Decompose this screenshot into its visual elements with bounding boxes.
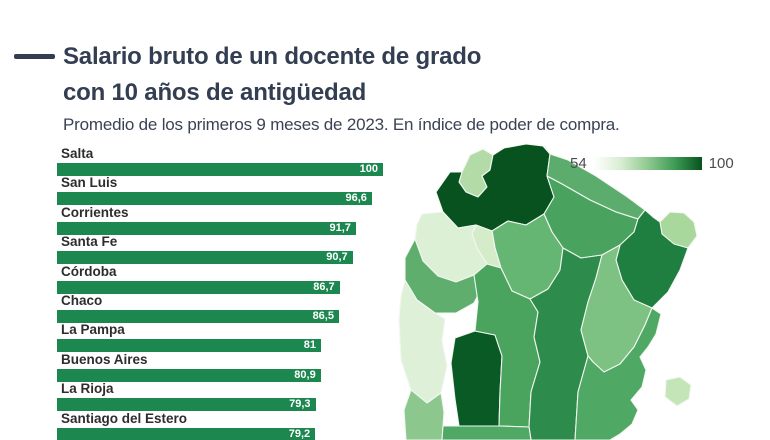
- bar-label: San Luis: [61, 175, 118, 191]
- bar-value: 79,2: [288, 427, 311, 440]
- province-buenos-aires: [574, 307, 662, 440]
- bar-row: Buenos Aires 80,9: [57, 351, 389, 382]
- bar-value: 96,6: [345, 192, 367, 205]
- bar-row: La Pampa 81: [57, 322, 389, 353]
- bar-value: 100: [359, 163, 378, 175]
- bar: 90,7: [57, 251, 353, 265]
- bar-label: Chaco: [61, 292, 103, 308]
- province-salta: [435, 143, 555, 232]
- page-title-line2: con 10 años de antigüedad: [63, 79, 367, 106]
- bar-label: La Rioja: [61, 381, 114, 397]
- bar-row: Santiago del Estero 79,2: [57, 410, 389, 440]
- bar-value: 90,7: [326, 251, 348, 264]
- bar-row: Córdoba 86,7: [57, 263, 389, 294]
- bar-row: Salta 100: [57, 147, 389, 176]
- page-subtitle: Promedio de los primeros 9 meses de 2023…: [63, 115, 620, 134]
- bar-label: Santiago del Estero: [61, 410, 188, 426]
- bar-label: Buenos Aires: [61, 351, 148, 367]
- title-dash-icon: [14, 54, 55, 59]
- bar-value: 91,7: [329, 221, 351, 234]
- bar-value: 79,3: [289, 398, 311, 411]
- bar: 81: [57, 339, 322, 353]
- bar-value: 81: [303, 339, 317, 352]
- bar-row: Corrientes 91,7: [57, 204, 389, 235]
- legend-gradient-bar: [593, 156, 702, 170]
- bar-label: Salta: [61, 146, 94, 161]
- bar: 80,9: [57, 368, 321, 382]
- bar-value: 86,5: [312, 309, 334, 322]
- bar: 96,6: [57, 192, 372, 206]
- legend-min-label: 54: [570, 154, 587, 172]
- map-color-legend: 54 100: [570, 153, 734, 173]
- bar: 100: [57, 163, 383, 176]
- bar-label: Córdoba: [61, 263, 117, 279]
- bar-row: Chaco 86,5: [57, 292, 389, 323]
- bar-row: Santa Fe 90,7: [57, 234, 389, 265]
- bar-label: Santa Fe: [61, 234, 118, 250]
- province-la-pampa: [441, 425, 532, 440]
- page-title-line1: Salario bruto de un docente de grado: [63, 43, 482, 70]
- argentina-choropleth-map: [398, 143, 698, 440]
- bar-label: Corrientes: [61, 204, 129, 220]
- bar-value: 86,7: [313, 280, 335, 293]
- bar-value: 80,9: [294, 368, 316, 381]
- bar-label: La Pampa: [61, 322, 125, 338]
- bar: 79,2: [57, 427, 316, 440]
- bar-row: San Luis 96,6: [57, 175, 389, 206]
- bar: 86,7: [57, 280, 340, 294]
- bar: 79,3: [57, 398, 316, 412]
- province-inset-island: [664, 376, 692, 407]
- legend-max-label: 100: [708, 154, 734, 172]
- bar-row: La Rioja 79,3: [57, 381, 389, 412]
- bar: 86,5: [57, 309, 339, 323]
- bar-chart: Salta 100 San Luis 96,6 Corrientes 91,7 Santa …: [57, 147, 389, 440]
- bar: 91,7: [57, 221, 356, 235]
- province-san-luis: [450, 330, 503, 427]
